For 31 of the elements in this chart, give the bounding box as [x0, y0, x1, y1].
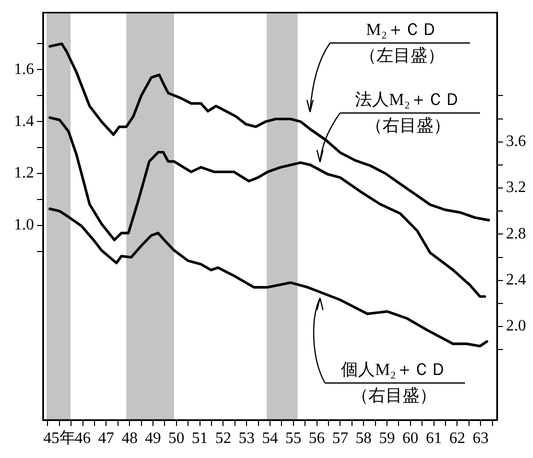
x-tick-label: 60 — [402, 430, 418, 447]
y-tick-label: 1.4 — [14, 112, 34, 130]
y-tick-label: 1.0 — [14, 216, 34, 234]
x-tick-label: 62 — [449, 430, 466, 447]
x-tick-label: 47 — [98, 430, 114, 447]
y-tick-label: 1.2 — [14, 164, 34, 182]
x-tick-label: 54 — [262, 430, 278, 447]
x-tick-label: 59 — [379, 430, 396, 447]
y2-tick-label: 2.0 — [506, 318, 526, 335]
x-tick-label: 50 — [168, 430, 184, 447]
y-tick-label: 1.6 — [14, 60, 34, 78]
annotation: M₂＋ＣＤ（左目盛） — [358, 19, 446, 67]
x-tick-label: 58 — [356, 430, 372, 447]
x-tick-label: 51 — [192, 430, 208, 447]
x-tick-label: 57 — [332, 430, 348, 447]
x-tick-label: 55 — [285, 430, 302, 447]
y2-tick-label: 2.4 — [506, 272, 526, 289]
y2-tick-label: 3.2 — [506, 179, 526, 196]
y2-tick-label: 2.8 — [506, 225, 526, 242]
annotation: 個人M₂＋ＣＤ（右目盛） — [340, 359, 448, 407]
y2-tick-label: 3.6 — [506, 133, 526, 150]
x-tick-label: 56 — [308, 430, 325, 447]
annotation: 法人M₂＋ＣＤ（右目盛） — [354, 89, 462, 137]
x-tick-label: 53 — [238, 430, 255, 447]
x-tick-label: 52 — [215, 430, 232, 447]
x-tick-label: 45年 — [43, 430, 76, 447]
x-tick-label: 49 — [144, 430, 161, 447]
x-tick-label: 61 — [426, 430, 442, 447]
x-tick-label: 63 — [472, 430, 489, 447]
x-tick-label: 48 — [122, 430, 138, 447]
x-tick-label: 46 — [74, 430, 91, 447]
